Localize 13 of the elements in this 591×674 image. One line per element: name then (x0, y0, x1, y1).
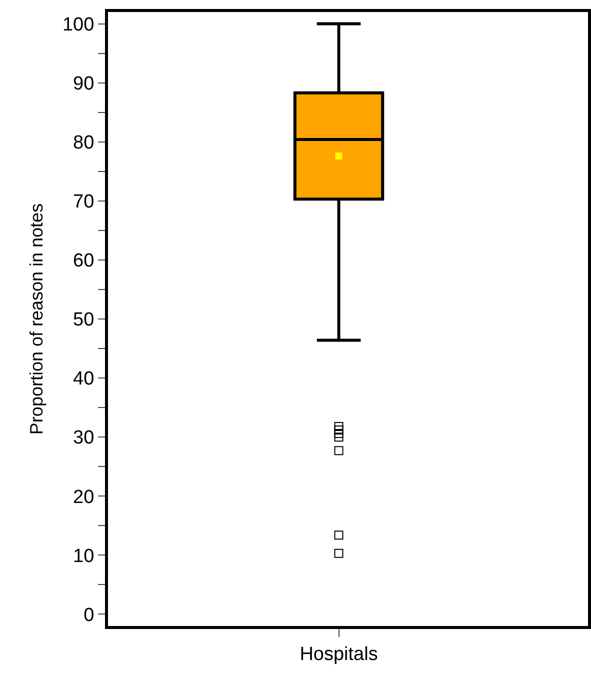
y-tick-label: 90 (73, 74, 94, 94)
y-tick-label: 80 (73, 132, 94, 154)
y-axis-title: Proportion of reason in notes (26, 203, 47, 435)
y-tick-label: 70 (73, 192, 94, 213)
y-tick-label: 0 (84, 604, 94, 626)
y-tick-label: 100 (62, 14, 94, 36)
y-tick-label: 10 (73, 546, 94, 567)
y-tick-label: 50 (73, 310, 94, 331)
y-tick-label: 30 (73, 428, 94, 449)
y-tick-label: 20 (73, 486, 94, 508)
y-tick-label: 60 (73, 250, 94, 272)
y-tick-label: 40 (73, 368, 94, 390)
x-tick-label: Hospitals (300, 644, 378, 665)
